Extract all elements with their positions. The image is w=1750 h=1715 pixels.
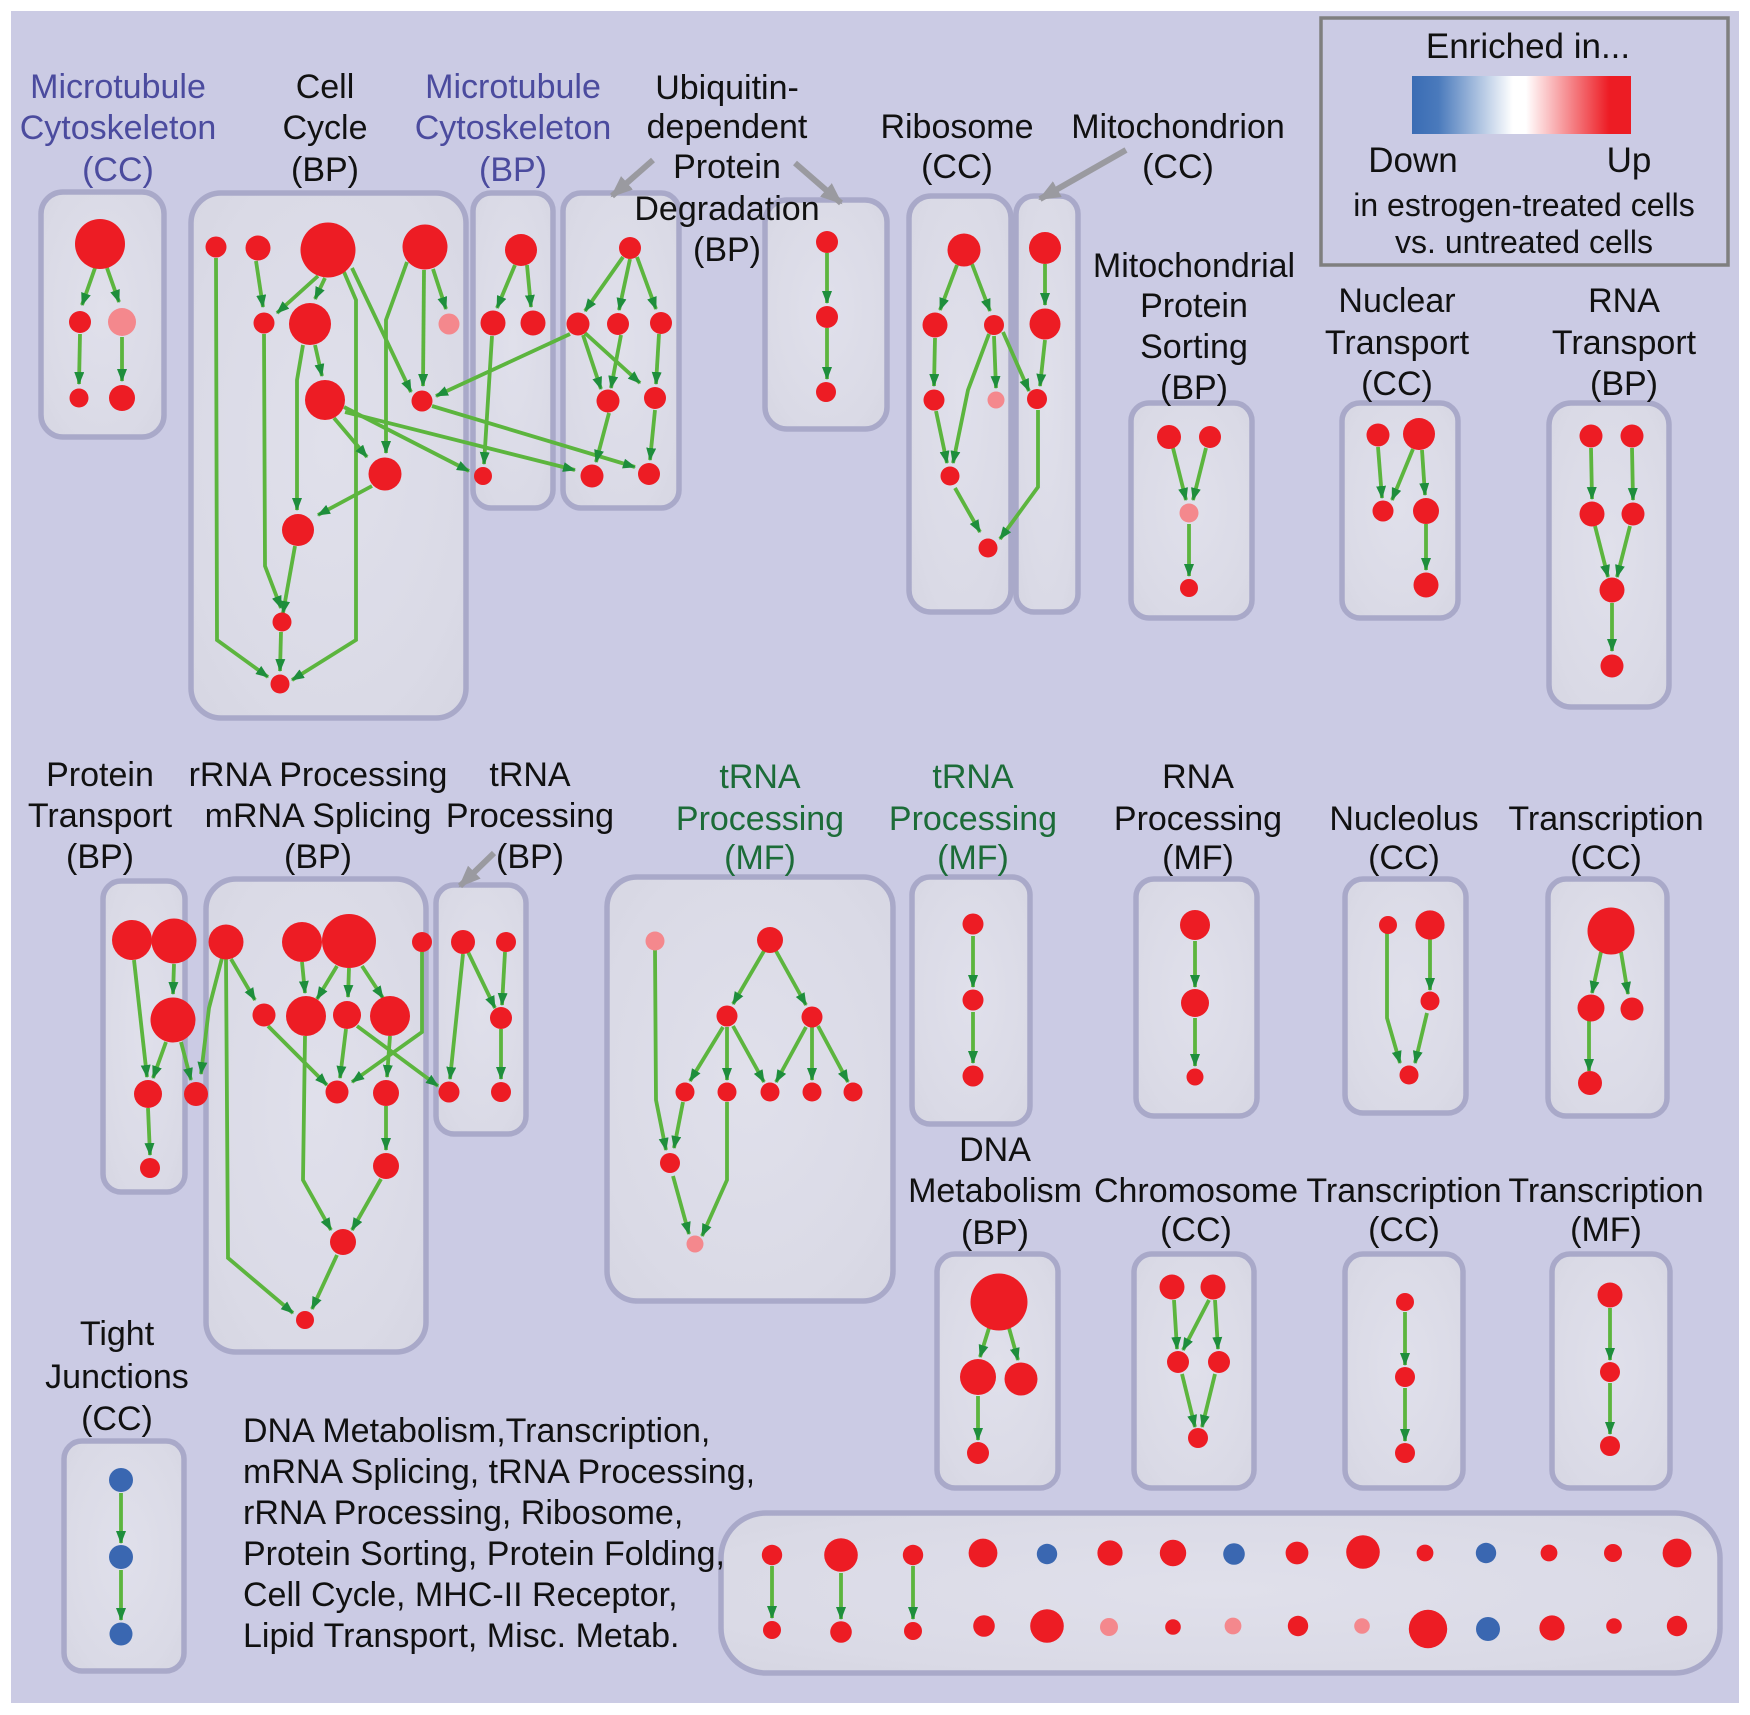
svg-text:Transport: Transport [28,797,173,835]
svg-text:Processing: Processing [446,797,614,835]
svg-text:mRNA Splicing: mRNA Splicing [205,797,432,835]
svg-text:Protein: Protein [673,148,781,186]
svg-text:(MF): (MF) [1570,1211,1642,1249]
svg-text:Protein: Protein [1140,287,1248,325]
svg-text:tRNA: tRNA [719,758,801,796]
svg-text:Transcription: Transcription [1306,1172,1501,1210]
svg-text:(BP): (BP) [479,151,547,189]
svg-text:vs. untreated cells: vs. untreated cells [1395,224,1653,260]
svg-text:Metabolism: Metabolism [908,1172,1082,1210]
svg-text:Junctions: Junctions [45,1358,189,1396]
svg-text:Cell Cycle, MHC-II Receptor,: Cell Cycle, MHC-II Receptor, [243,1576,678,1614]
svg-text:Mitochondrial: Mitochondrial [1093,247,1295,285]
svg-text:(CC): (CC) [1361,365,1433,403]
svg-text:Nuclear: Nuclear [1338,282,1455,320]
svg-text:Transcription: Transcription [1508,800,1703,838]
svg-text:Processing: Processing [676,800,844,838]
svg-text:rRNA Processing, Ribosome,: rRNA Processing, Ribosome, [243,1494,683,1532]
svg-text:RNA: RNA [1162,758,1234,796]
svg-text:Protein Sorting, Protein Foldi: Protein Sorting, Protein Folding, [243,1535,725,1573]
svg-text:(BP): (BP) [1160,369,1228,407]
svg-text:dependent: dependent [647,108,808,146]
svg-text:rRNA Processing: rRNA Processing [189,756,448,794]
svg-text:(BP): (BP) [496,838,564,876]
svg-text:Chromosome: Chromosome [1094,1172,1298,1210]
svg-text:(MF): (MF) [1162,839,1234,877]
svg-text:DNA Metabolism,Transcription,: DNA Metabolism,Transcription, [243,1412,710,1450]
svg-text:Processing: Processing [889,800,1057,838]
svg-text:Degradation: Degradation [634,190,819,228]
svg-text:(BP): (BP) [284,838,352,876]
svg-text:DNA: DNA [959,1131,1031,1169]
svg-text:(MF): (MF) [724,839,796,877]
svg-text:in estrogen-treated cells: in estrogen-treated cells [1353,187,1695,223]
svg-text:Protein: Protein [46,756,154,794]
svg-text:Up: Up [1607,141,1652,180]
svg-text:Sorting: Sorting [1140,328,1248,366]
svg-text:(BP): (BP) [693,231,761,269]
svg-text:(BP): (BP) [66,838,134,876]
svg-text:tRNA: tRNA [489,756,571,794]
svg-text:Mitochondrion: Mitochondrion [1071,108,1285,146]
svg-text:(CC): (CC) [1142,148,1214,186]
svg-text:Cytoskeleton: Cytoskeleton [415,109,612,147]
svg-text:Tight: Tight [80,1315,155,1353]
svg-text:Nucleolus: Nucleolus [1329,800,1478,838]
svg-text:Cytoskeleton: Cytoskeleton [20,109,217,147]
svg-text:(BP): (BP) [291,151,359,189]
svg-text:(CC): (CC) [921,148,993,186]
svg-text:Ribosome: Ribosome [880,108,1033,146]
svg-text:Cell: Cell [296,68,355,106]
svg-text:Cycle: Cycle [282,109,367,147]
svg-text:Enriched in...: Enriched in... [1426,27,1630,66]
svg-text:Transcription: Transcription [1508,1172,1703,1210]
svg-text:Down: Down [1368,141,1457,180]
svg-text:(CC): (CC) [81,1400,153,1438]
svg-text:(CC): (CC) [1160,1211,1232,1249]
svg-text:(BP): (BP) [1590,365,1658,403]
svg-text:(CC): (CC) [1570,839,1642,877]
svg-text:Microtubule: Microtubule [425,68,601,106]
svg-text:Lipid Transport, Misc. Metab.: Lipid Transport, Misc. Metab. [243,1617,680,1655]
svg-text:mRNA Splicing, tRNA Processing: mRNA Splicing, tRNA Processing, [243,1453,755,1491]
svg-text:(CC): (CC) [82,151,154,189]
svg-text:RNA: RNA [1588,282,1660,320]
svg-text:Transport: Transport [1552,324,1697,362]
svg-text:(BP): (BP) [961,1214,1029,1252]
svg-text:(CC): (CC) [1368,839,1440,877]
svg-text:Transport: Transport [1325,324,1470,362]
svg-text:tRNA: tRNA [932,758,1014,796]
svg-text:Ubiquitin-: Ubiquitin- [655,69,799,107]
svg-text:(MF): (MF) [937,839,1009,877]
svg-text:(CC): (CC) [1368,1211,1440,1249]
svg-text:Microtubule: Microtubule [30,68,206,106]
svg-text:Processing: Processing [1114,800,1282,838]
